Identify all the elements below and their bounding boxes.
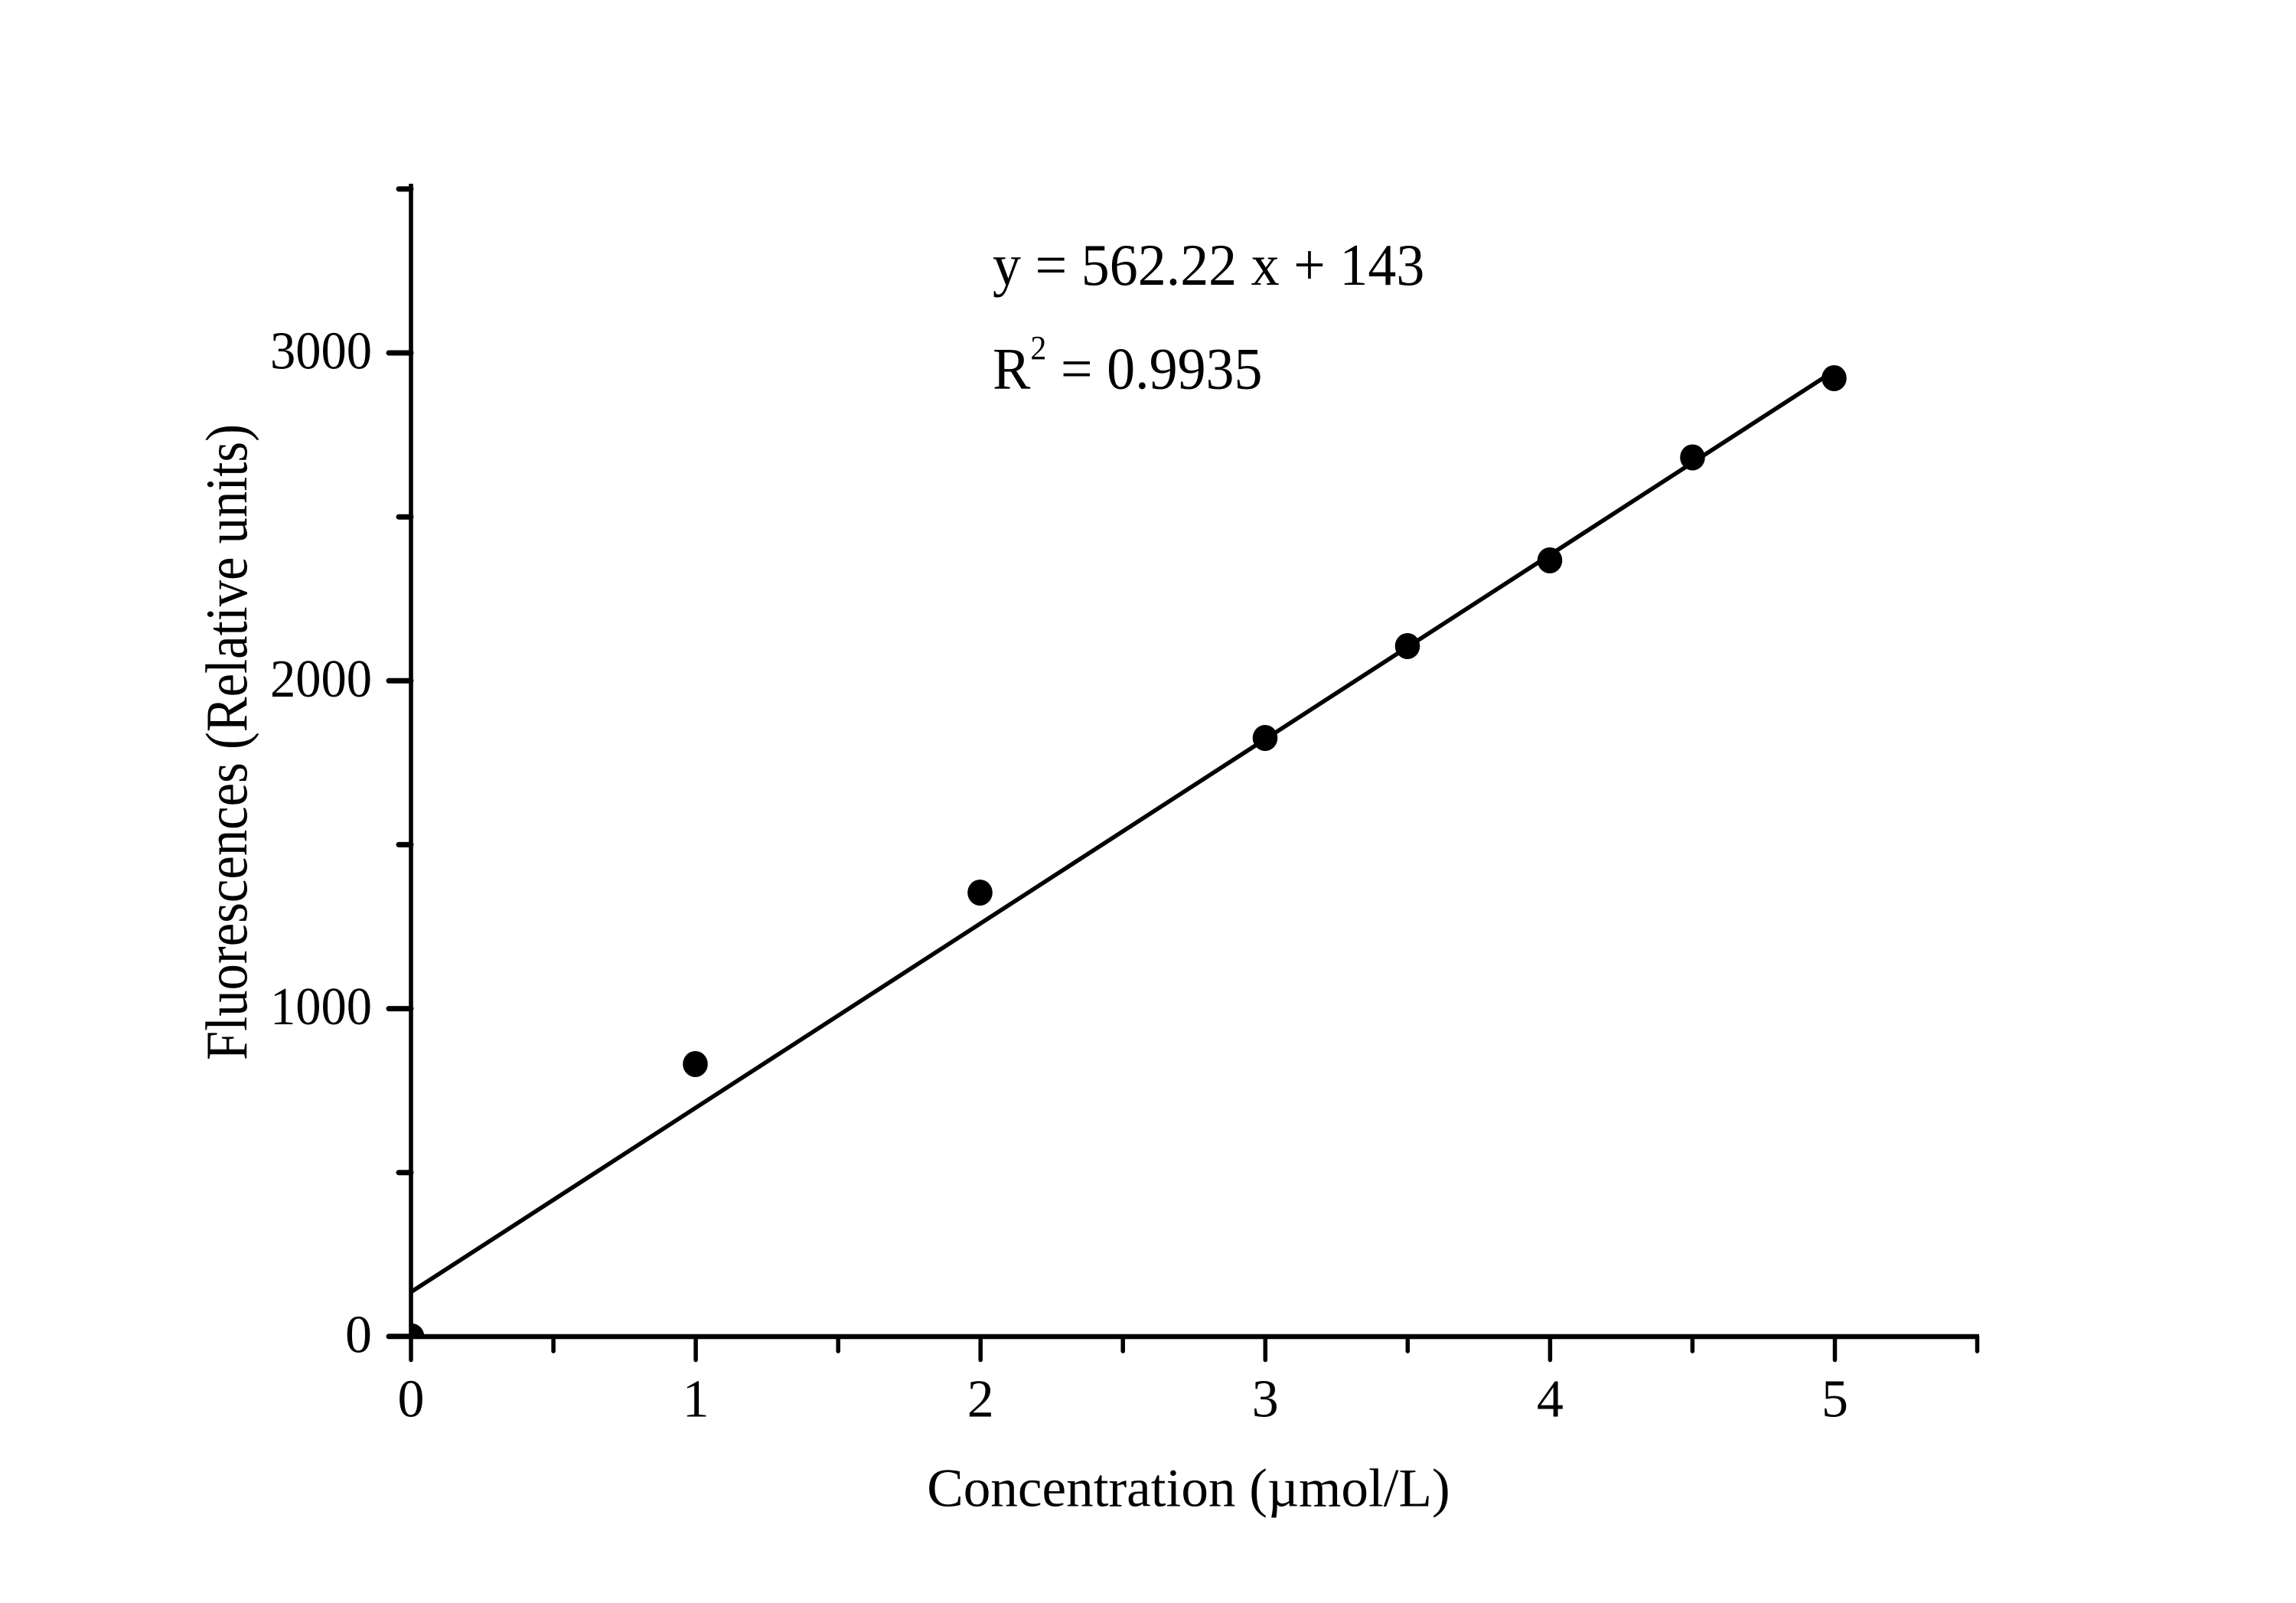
svg-text:1: 1 <box>683 1370 709 1429</box>
svg-text:5: 5 <box>1821 1370 1848 1429</box>
svg-text:2: 2 <box>967 1370 994 1429</box>
svg-text:R2 = 0.9935: R2 = 0.9935 <box>993 330 1263 402</box>
svg-text:1000: 1000 <box>270 978 372 1037</box>
svg-text:4: 4 <box>1537 1370 1564 1429</box>
svg-text:3: 3 <box>1252 1370 1279 1429</box>
svg-text:0: 0 <box>345 1305 372 1364</box>
svg-text:y = 562.22 x + 143: y = 562.22 x + 143 <box>993 232 1424 298</box>
svg-text:2000: 2000 <box>270 650 372 709</box>
svg-text:Fluorescences (Relative units): Fluorescences (Relative units) <box>194 424 259 1060</box>
svg-text:3000: 3000 <box>270 322 372 381</box>
svg-text:Concentration (µmol/L): Concentration (µmol/L) <box>927 1459 1450 1519</box>
svg-text:0: 0 <box>398 1370 425 1429</box>
